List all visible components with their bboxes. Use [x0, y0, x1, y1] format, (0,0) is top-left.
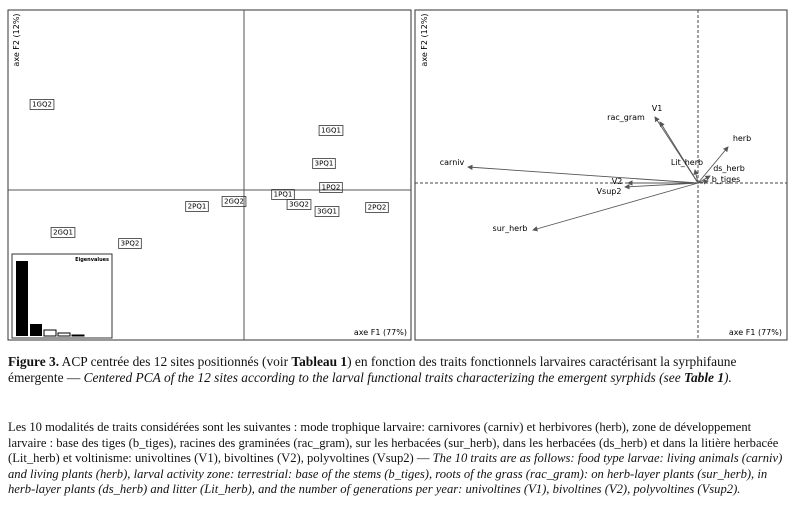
trait-label: herb — [733, 134, 751, 143]
trait-label: Vsup2 — [597, 187, 622, 196]
figure: axe F2 (12%) axe F1 (77%) Eigenvalues ax… — [7, 9, 788, 341]
site-label: 3GQ1 — [317, 208, 337, 216]
x-axis-label: axe F1 (77%) — [354, 328, 407, 337]
site-box — [185, 201, 209, 212]
trait-label: sur_herb — [493, 224, 528, 233]
site-label: 2PQ2 — [368, 204, 387, 212]
caption-text: Les 10 modalités de traits considérées s… — [8, 420, 779, 466]
caption-text: ). — [724, 370, 732, 385]
eigen-bar — [16, 261, 28, 336]
eigen-bar — [71, 334, 85, 337]
site-label: 2PQ1 — [188, 203, 207, 211]
trait-label: carniv — [440, 158, 465, 167]
trait-label: Lit_herb — [671, 158, 703, 167]
site-box — [286, 199, 312, 210]
site-box — [318, 125, 344, 136]
trait-label: ds_herb — [713, 164, 745, 173]
trait-arrow — [624, 182, 699, 190]
site-label: 1GQ1 — [321, 127, 341, 135]
site-box — [29, 99, 55, 110]
caption-paragraph: Les 10 modalités de traits considérées s… — [8, 420, 790, 498]
caption-text: Table 1 — [684, 370, 725, 385]
trait-arrow — [532, 182, 699, 232]
eigen-bar — [57, 332, 71, 337]
trait-arrow — [467, 164, 699, 184]
site-label: 3GQ2 — [289, 201, 309, 209]
site-box — [221, 196, 247, 207]
site-label: 3PQ2 — [121, 240, 140, 248]
left-panel-frame — [7, 9, 412, 341]
trait-label: b_tiges — [712, 175, 741, 184]
site-box — [365, 202, 389, 213]
site-label: 3PQ1 — [315, 160, 334, 168]
trait-arrow — [693, 169, 699, 184]
eigen-bar — [30, 324, 42, 336]
site-label: 1GQ2 — [32, 101, 52, 109]
eigen-inset — [11, 253, 113, 339]
eigen-bar — [43, 329, 57, 337]
x-axis-label: axe F1 (77%) — [729, 328, 782, 337]
right-panel-frame — [414, 9, 788, 341]
site-box — [312, 158, 336, 169]
site-box — [50, 227, 76, 238]
trait-label: V1 — [652, 104, 663, 113]
trait-label: V2 — [612, 177, 623, 186]
site-box — [314, 206, 340, 217]
site-label: 2GQ2 — [224, 198, 244, 206]
trait-arrow — [697, 146, 729, 184]
caption-text: ACP centrée des 12 sites positionnés (vo… — [59, 354, 292, 369]
site-label: 1PQ2 — [322, 184, 341, 192]
caption-paragraph: Figure 3. ACP centrée des 12 sites posit… — [8, 354, 790, 386]
site-label: 2GQ1 — [53, 229, 73, 237]
site-label: 1PQ1 — [274, 191, 293, 199]
caption-text: Tableau 1 — [291, 354, 348, 369]
inset-title: Eigenvalues — [75, 257, 109, 263]
site-box — [319, 182, 343, 193]
site-box — [118, 238, 142, 249]
trait-arrow — [659, 121, 699, 184]
trait-label: rac_gram — [607, 113, 645, 122]
caption-text: ) en fonction des traits fonctionnels la… — [8, 354, 737, 385]
trait-arrow — [697, 179, 709, 185]
y-axis-label: axe F2 (12%) — [12, 13, 21, 66]
caption-text: Centered PCA of the 12 sites according t… — [83, 370, 684, 385]
y-axis-label: axe F2 (12%) — [420, 13, 429, 66]
caption-text: Figure 3. — [8, 354, 60, 369]
caption-text: The 10 traits are as follows: food type … — [8, 451, 783, 497]
site-box — [271, 189, 295, 200]
